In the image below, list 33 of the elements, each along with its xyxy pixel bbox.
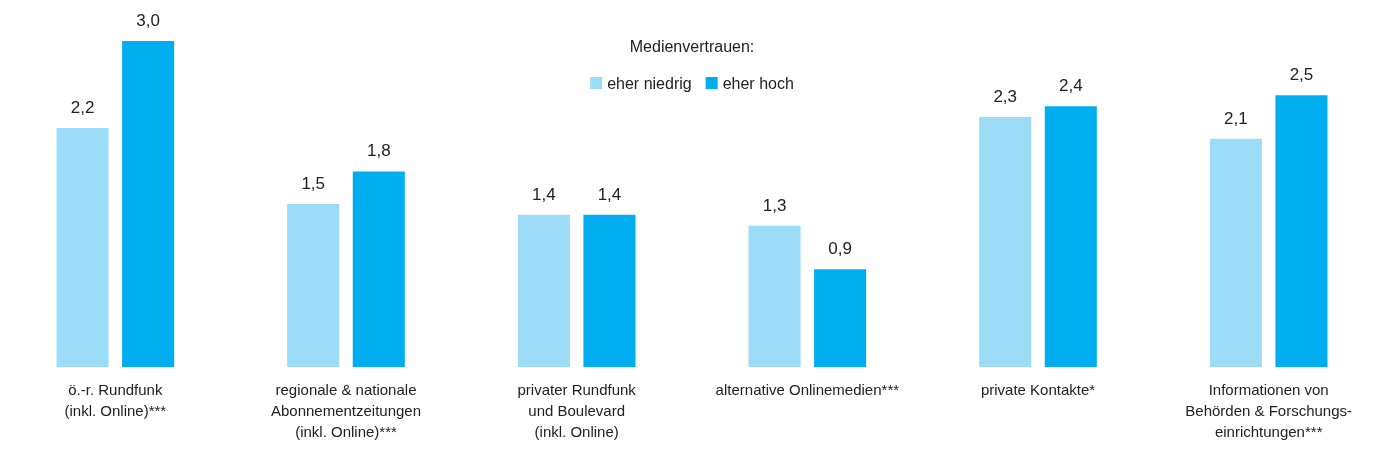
- data-label: 2,2: [70, 97, 95, 117]
- data-label: 2,3: [993, 87, 1018, 107]
- x-tick-label: privater Rundfunk und Boulevard (inkl. Online): [517, 381, 637, 440]
- bar: [979, 117, 1032, 367]
- bar: [56, 127, 109, 367]
- bar: [287, 204, 340, 367]
- bar: [517, 214, 570, 367]
- legend-title: Medienvertrauen:: [629, 37, 755, 55]
- legend-label: eher hoch: [722, 74, 794, 92]
- data-label: 2,5: [1289, 65, 1314, 85]
- x-tick-label: regionale & nationale Abonnementzeitungen (inkl. Online)***: [270, 381, 422, 440]
- data-label: 1,3: [762, 195, 787, 215]
- x-tick-label: private Kontakte*: [980, 381, 1096, 398]
- data-label: 1,4: [597, 184, 622, 204]
- data-label: 3,0: [136, 11, 160, 30]
- bar: [814, 269, 867, 367]
- bar: [122, 41, 175, 367]
- x-tick-label: Informationen von Behörden & Forschungs- einrichtungen***: [1185, 381, 1353, 440]
- data-label: 1,8: [366, 141, 391, 161]
- bar: [352, 171, 405, 367]
- data-label: 2,1: [1224, 108, 1248, 128]
- data-label: 1,4: [532, 184, 556, 204]
- legend-label: eher niedrig: [607, 74, 692, 92]
- bar: [583, 214, 636, 367]
- bar: [1209, 138, 1262, 367]
- bar: [748, 225, 801, 367]
- data-label: 1,5: [301, 174, 326, 193]
- bar: [1044, 106, 1097, 367]
- data-label: 2,4: [1058, 76, 1083, 96]
- x-tick-label: alternative Onlinemedien***: [715, 381, 900, 398]
- data-label: 0,9: [828, 239, 852, 259]
- x-tick-label: ö.-r. Rundfunk (inkl. Online)***: [64, 381, 167, 419]
- bar: [1275, 95, 1328, 367]
